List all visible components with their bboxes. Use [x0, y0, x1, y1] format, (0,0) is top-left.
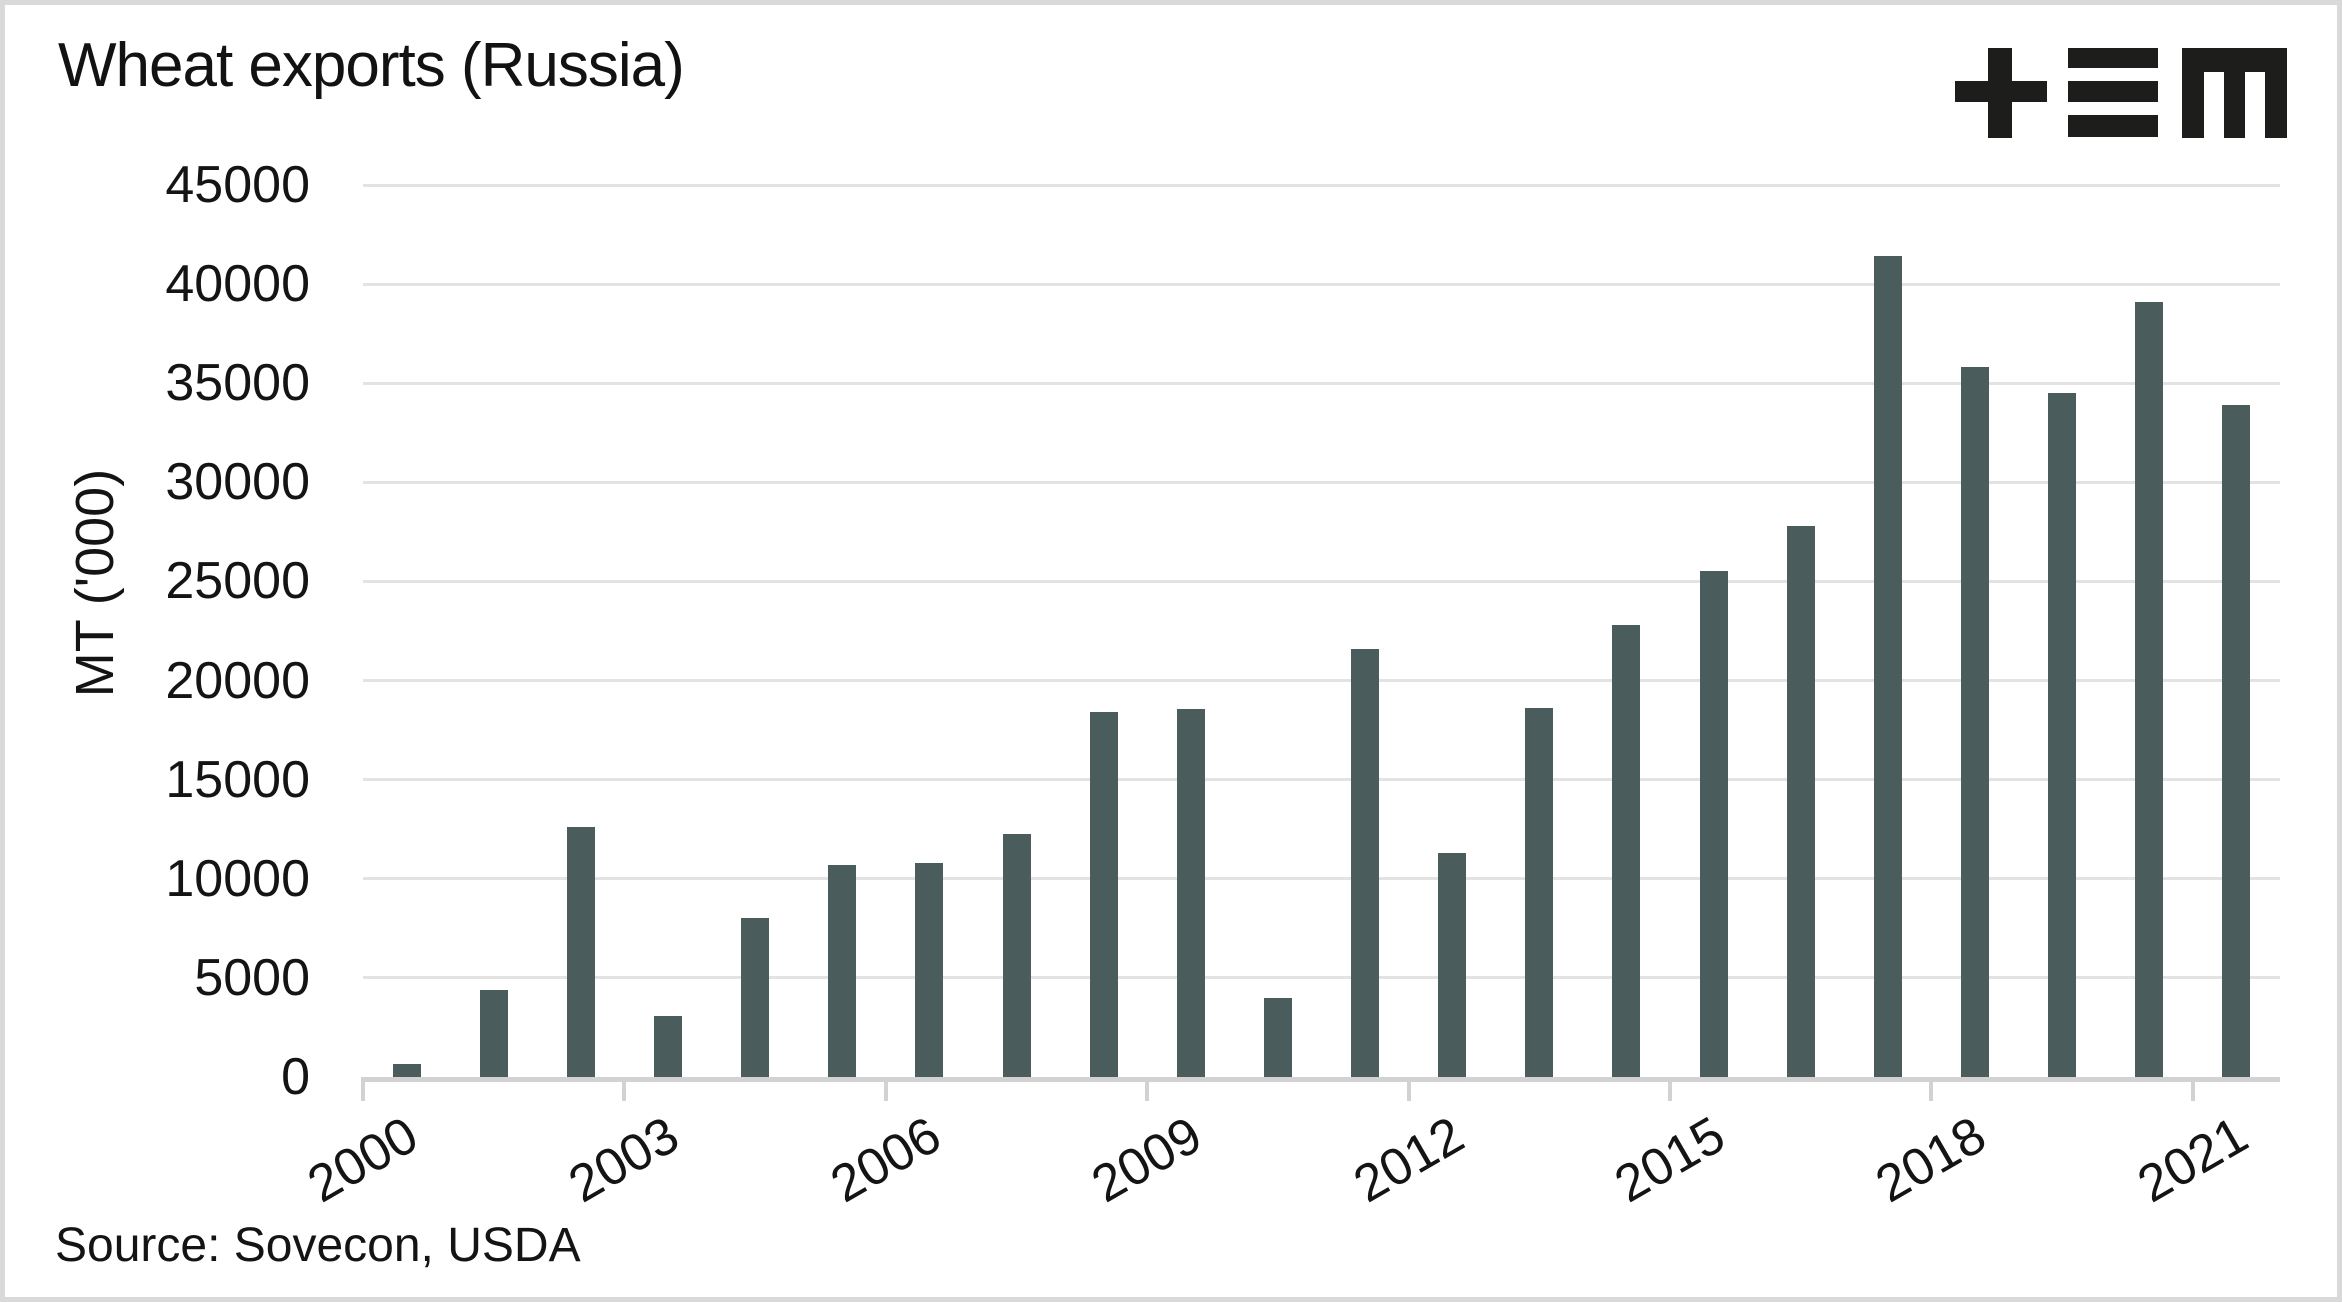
- bar-2004: [741, 918, 770, 1077]
- x-tick-2021: [2190, 1077, 2195, 1101]
- bar-2009: [1176, 709, 1205, 1077]
- tem-logo: [1955, 48, 2287, 138]
- gridline-y-20000: [363, 679, 2280, 683]
- bar-2019: [2048, 393, 2077, 1077]
- bar-2015: [1699, 570, 1728, 1077]
- bar-2021: [2222, 405, 2251, 1077]
- x-tick-2006: [883, 1077, 888, 1101]
- y-tick-label-40000: 40000: [165, 255, 310, 314]
- gridline-y-25000: [363, 579, 2280, 583]
- y-tick-label-25000: 25000: [165, 552, 310, 611]
- bar-chart-plot-area: 2000 2003 2006 2009 2012 2015 2018 2021: [298, 183, 2280, 1214]
- bar-2012: [1438, 853, 1467, 1077]
- y-tick-label-35000: 35000: [165, 354, 310, 413]
- bar-2014: [1612, 625, 1641, 1077]
- gridline-y-5000: [363, 976, 2280, 980]
- bar-2001: [479, 989, 508, 1077]
- m-icon: [2182, 48, 2287, 138]
- plus-icon: [1955, 48, 2047, 138]
- bar-2007: [1002, 834, 1031, 1077]
- x-tick-label-2003: 2003: [559, 1105, 690, 1215]
- gridline-y-35000: [363, 381, 2280, 385]
- x-tick-label-2021: 2021: [2128, 1105, 2258, 1215]
- gridline-y-45000: [363, 183, 2280, 187]
- x-tick-label-2012: 2012: [1344, 1105, 1474, 1215]
- x-tick-label-2015: 2015: [1605, 1105, 1735, 1215]
- triple-bar-icon: [2068, 48, 2158, 137]
- y-tick-label-20000: 20000: [165, 651, 310, 710]
- y-tick-label-30000: 30000: [165, 453, 310, 512]
- x-tick-label-2006: 2006: [821, 1105, 951, 1215]
- bar-2006: [915, 862, 944, 1077]
- bar-2016: [1786, 525, 1815, 1077]
- x-tick-2009: [1145, 1077, 1150, 1101]
- x-tick-2018: [1929, 1077, 1934, 1101]
- bar-2020: [2135, 301, 2164, 1077]
- x-tick-label-2000: 2000: [298, 1105, 428, 1215]
- gridline-y-10000: [363, 877, 2280, 881]
- bar-2013: [1525, 708, 1554, 1077]
- gridline-y-30000: [363, 480, 2280, 484]
- bar-2003: [653, 1015, 682, 1077]
- y-tick-label-0: 0: [281, 1048, 310, 1106]
- tem-logo-graphic: [1955, 48, 2287, 138]
- bar-2010: [1263, 997, 1292, 1077]
- bar-2017: [1873, 256, 1902, 1077]
- bar-2002: [566, 827, 595, 1077]
- bar-2011: [1351, 648, 1380, 1077]
- x-tick-label-2018: 2018: [1866, 1105, 1997, 1215]
- source-note: Source: Sovecon, USDA: [55, 1219, 581, 1272]
- y-tick-label-10000: 10000: [165, 849, 310, 908]
- bar-2018: [1961, 367, 1990, 1077]
- gridline-y-15000: [363, 778, 2280, 782]
- y-tick-label-5000: 5000: [194, 948, 310, 1007]
- y-tick-label-45000: 45000: [165, 156, 310, 214]
- x-axis-line: [363, 1077, 2280, 1082]
- y-tick-label-15000: 15000: [165, 750, 310, 809]
- gridline-y-40000: [363, 282, 2280, 286]
- x-tick-2012: [1406, 1077, 1411, 1101]
- bar-2000: [392, 1064, 421, 1077]
- x-tick-2000: [361, 1077, 365, 1101]
- bar-2008: [1089, 712, 1118, 1077]
- bar-2005: [828, 864, 857, 1077]
- x-tick-2015: [1668, 1077, 1673, 1101]
- x-tick-2003: [622, 1077, 627, 1101]
- page-title: Wheat exports (Russia): [58, 31, 685, 100]
- x-tick-label-2009: 2009: [1082, 1105, 1212, 1215]
